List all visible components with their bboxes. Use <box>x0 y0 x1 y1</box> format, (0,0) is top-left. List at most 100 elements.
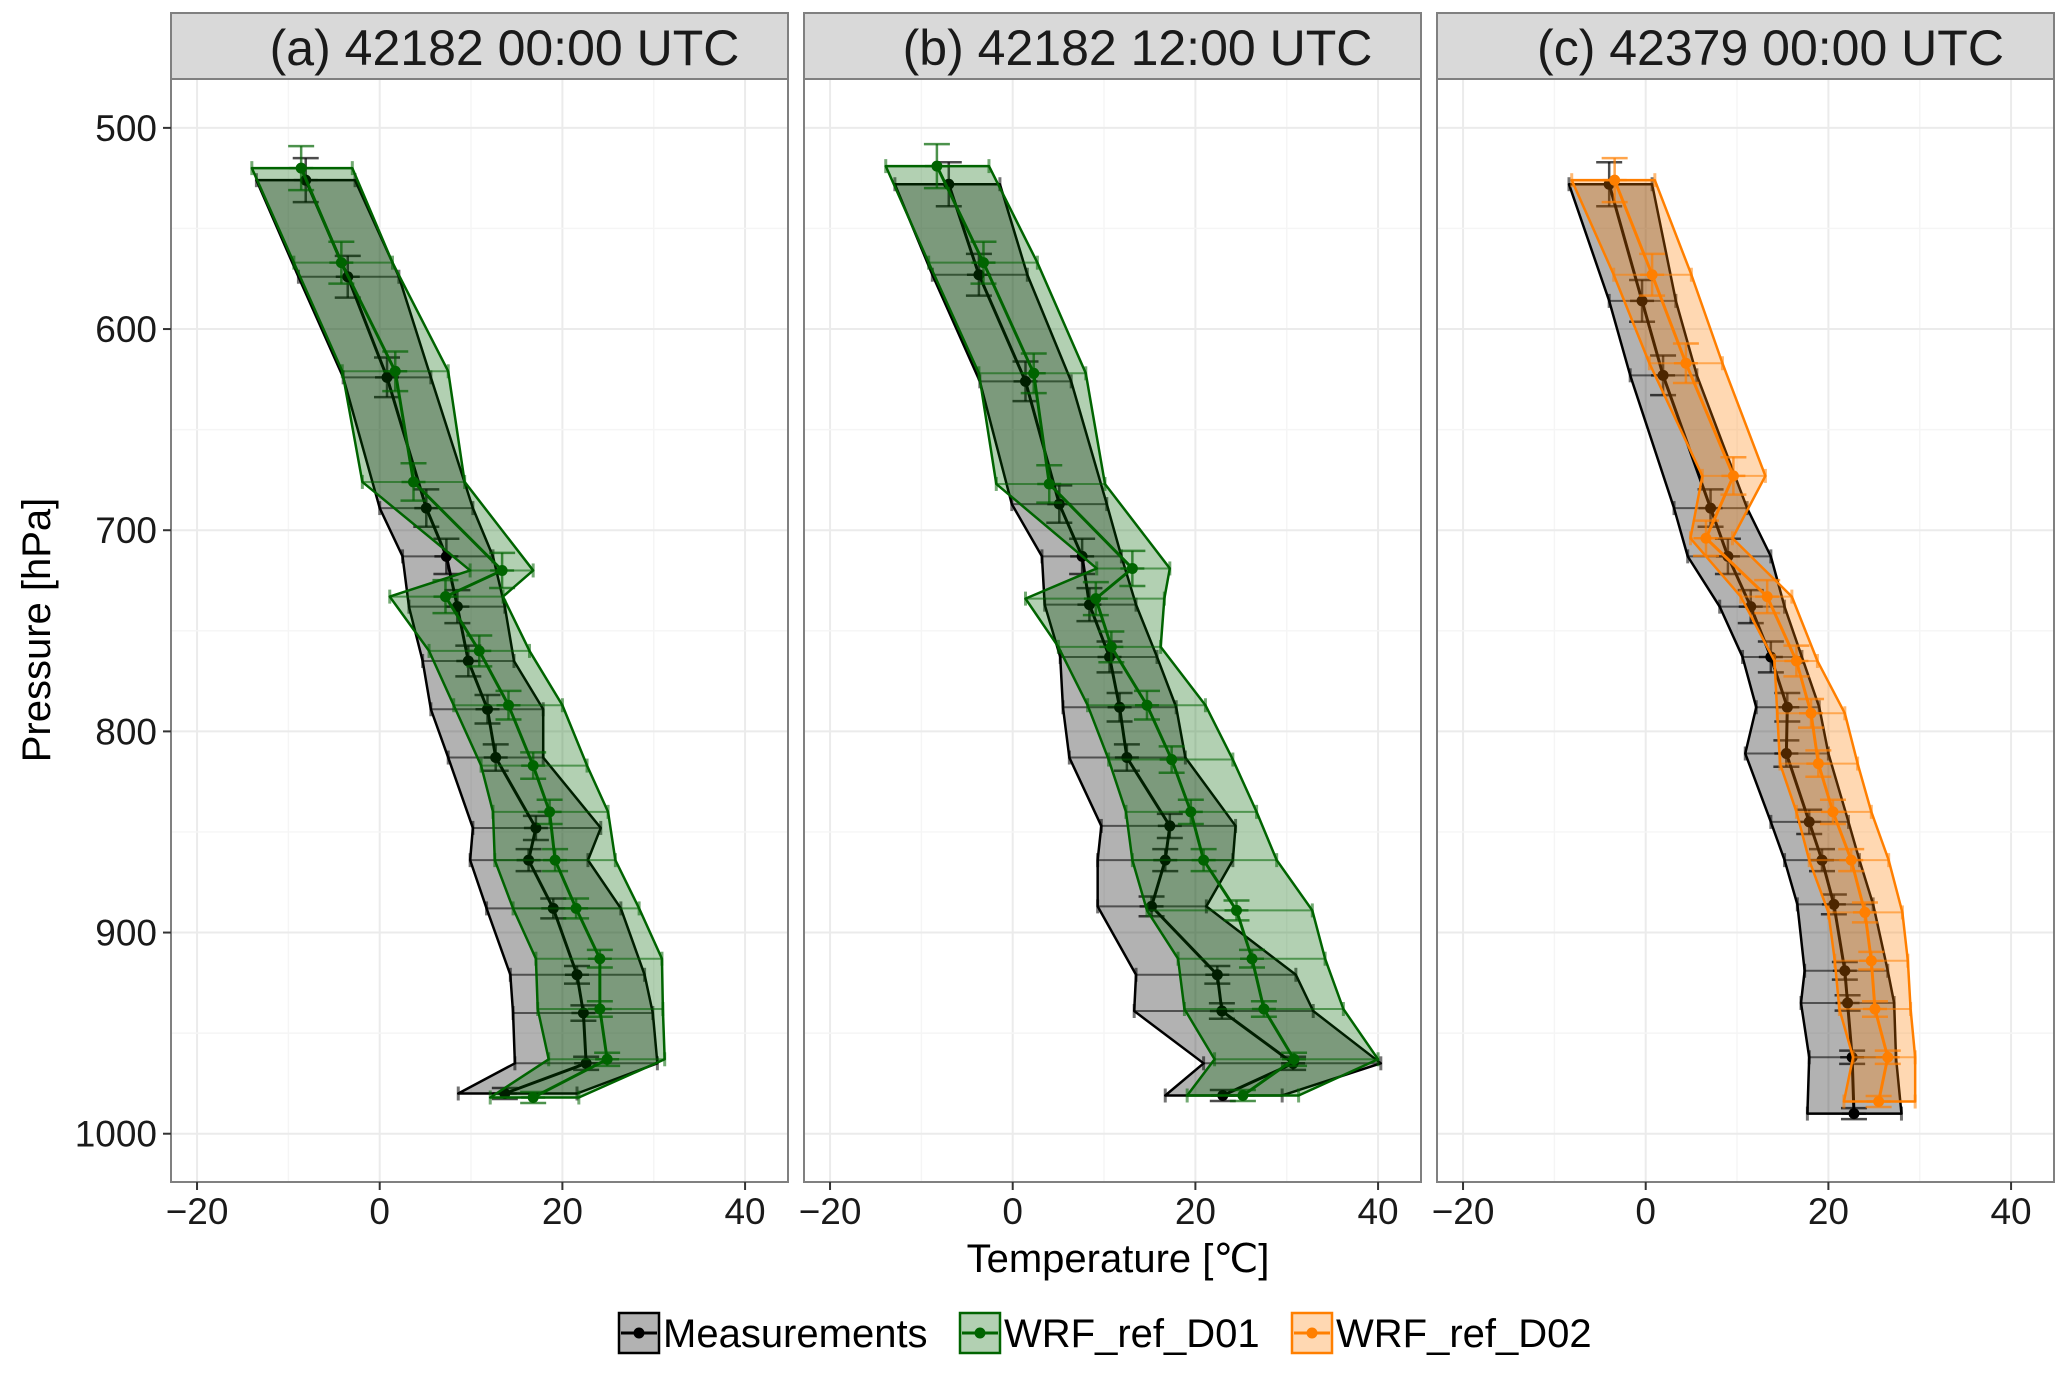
y-axis-title: Pressure [hPa] <box>15 498 59 763</box>
series-line <box>299 167 609 1099</box>
data-point <box>295 162 307 174</box>
data-point <box>1198 854 1210 866</box>
series-line <box>1613 179 1890 1102</box>
data-point <box>571 969 583 981</box>
data-point <box>1657 369 1669 381</box>
data-point <box>1237 1089 1249 1101</box>
data-point <box>1288 1053 1300 1065</box>
data-point <box>1705 502 1717 514</box>
data-point <box>527 760 539 772</box>
data-point <box>381 371 393 383</box>
data-point <box>1805 707 1817 719</box>
x-tick-label: −20 <box>799 1191 862 1232</box>
y-tick-label: 600 <box>95 309 157 350</box>
data-point <box>1105 641 1117 653</box>
data-point <box>1028 367 1040 379</box>
data-point <box>931 160 943 172</box>
data-point <box>1700 532 1712 544</box>
facet-strip <box>803 12 1422 80</box>
data-point <box>577 1007 589 1019</box>
x-tick-label: 40 <box>1990 1191 2031 1232</box>
facet-title: (b) 42182 12:00 UTC <box>903 20 1373 76</box>
x-tick-label: 0 <box>1002 1191 1023 1232</box>
data-point <box>1146 900 1158 912</box>
legend-item: WRF_ref_D01 <box>958 1311 1260 1356</box>
legend: Measurements WRF_ref_D01 WRF_ref_D02 <box>617 1311 1592 1356</box>
legend-item: WRF_ref_D02 <box>1290 1311 1592 1356</box>
data-point <box>1230 904 1242 916</box>
data-point <box>1211 969 1223 981</box>
legend-label: Measurements <box>663 1312 928 1356</box>
legend-item: Measurements <box>617 1311 928 1356</box>
series-wrf-ref-d01 <box>884 142 1380 1103</box>
y-tick-label: 1000 <box>75 1114 157 1155</box>
data-point <box>1882 1051 1894 1063</box>
x-tick-label: −20 <box>166 1191 229 1232</box>
data-point <box>1646 269 1658 281</box>
data-point <box>496 564 508 576</box>
data-point <box>1781 701 1793 713</box>
facet-panel: (b) 42182 12:00 UTC −20 0 20 40 <box>799 12 1422 1232</box>
data-point <box>473 645 485 657</box>
data-point <box>1609 174 1621 186</box>
facet-panel: (c) 42379 00:00 UTC −20 0 20 40 <box>1432 12 2055 1232</box>
x-tick-label: 40 <box>724 1191 765 1232</box>
data-point <box>1842 997 1854 1009</box>
data-point <box>1727 470 1739 482</box>
y-tick-label: 800 <box>95 711 157 752</box>
data-point <box>1019 375 1031 387</box>
data-point <box>1865 955 1877 967</box>
facet-panels: (a) 42182 00:00 UTC−20 0 20 40(b) 42182 12:… <box>166 12 2055 1232</box>
data-point <box>527 1092 539 1104</box>
data-point <box>1827 806 1839 818</box>
data-point <box>1185 806 1197 818</box>
data-point <box>1839 965 1851 977</box>
data-point <box>408 476 420 488</box>
x-axis-title: Temperature [℃] <box>967 1237 1270 1281</box>
data-point <box>1680 357 1692 369</box>
legend-key-point <box>1306 1327 1318 1339</box>
data-point <box>977 257 989 269</box>
data-point <box>570 902 582 914</box>
data-point <box>1803 816 1815 828</box>
facet-panel: (a) 42182 00:00 UTC −20 0 20 40 <box>166 12 789 1232</box>
data-point <box>490 752 502 764</box>
y-tick-label: 900 <box>95 913 157 954</box>
data-point <box>1246 953 1258 965</box>
x-tick-label: 40 <box>1357 1191 1398 1232</box>
data-point <box>594 1003 606 1015</box>
data-point <box>1848 1108 1860 1120</box>
data-point <box>1873 1096 1885 1108</box>
data-point <box>1258 1003 1270 1015</box>
data-point <box>1790 655 1802 667</box>
data-point <box>1164 820 1176 832</box>
facet-title: (c) 42379 00:00 UTC <box>1537 20 2004 76</box>
x-tick-label: 0 <box>369 1191 390 1232</box>
data-point <box>1859 906 1871 918</box>
data-point <box>1869 1003 1881 1015</box>
series-wrf-ref-d02 <box>1570 156 1917 1109</box>
data-point <box>462 655 474 667</box>
data-point <box>1845 854 1857 866</box>
x-tick-label: 20 <box>542 1191 583 1232</box>
data-point <box>580 1057 592 1069</box>
data-point <box>481 703 493 715</box>
facet-strip <box>1436 12 2055 80</box>
x-tick-label: 20 <box>1175 1191 1216 1232</box>
x-tick-label: −20 <box>1432 1191 1495 1232</box>
facet-strip <box>170 12 789 80</box>
data-point <box>1828 898 1840 910</box>
y-axis-ticks: 500 600 700 800 900 1000 <box>75 108 171 1155</box>
facet-title: (a) 42182 00:00 UTC <box>270 20 740 76</box>
series-line <box>935 165 1297 1097</box>
data-point <box>503 699 515 711</box>
data-point <box>549 854 561 866</box>
data-point <box>1043 478 1055 490</box>
data-point <box>1761 591 1773 603</box>
data-point <box>1812 758 1824 770</box>
legend-key-point <box>974 1327 986 1339</box>
data-point <box>1166 754 1178 766</box>
data-point <box>1090 593 1102 605</box>
y-tick-label: 700 <box>95 510 157 551</box>
